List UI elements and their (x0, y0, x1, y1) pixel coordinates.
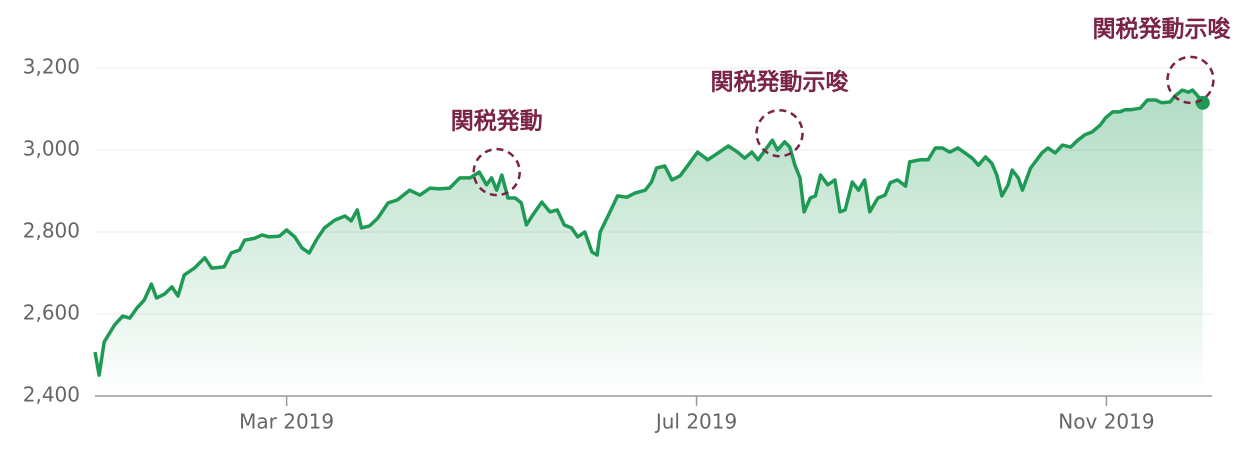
x-tick-label: Jul 2019 (654, 410, 737, 434)
y-tick-label: 3,200 (23, 55, 80, 79)
annotation-label: 関税発動 (451, 108, 543, 135)
y-tick-label: 2,600 (23, 301, 80, 325)
y-tick-label: 3,000 (23, 137, 80, 161)
annotation-label: 関税発動示唆 (1092, 15, 1231, 42)
y-tick-label: 2,800 (23, 219, 80, 243)
area-fill (95, 90, 1203, 396)
y-tick-label: 2,400 (23, 383, 80, 407)
annotation-circle (755, 108, 804, 158)
end-point (1195, 95, 1210, 110)
line (93, 88, 1205, 377)
x-tick-label: Nov 2019 (1058, 410, 1154, 434)
annotation-circle (1166, 55, 1215, 105)
x-tick-label: Mar 2019 (239, 410, 334, 434)
annotation-label: 関税発動示唆 (711, 69, 850, 96)
annotation-circle (472, 147, 521, 197)
